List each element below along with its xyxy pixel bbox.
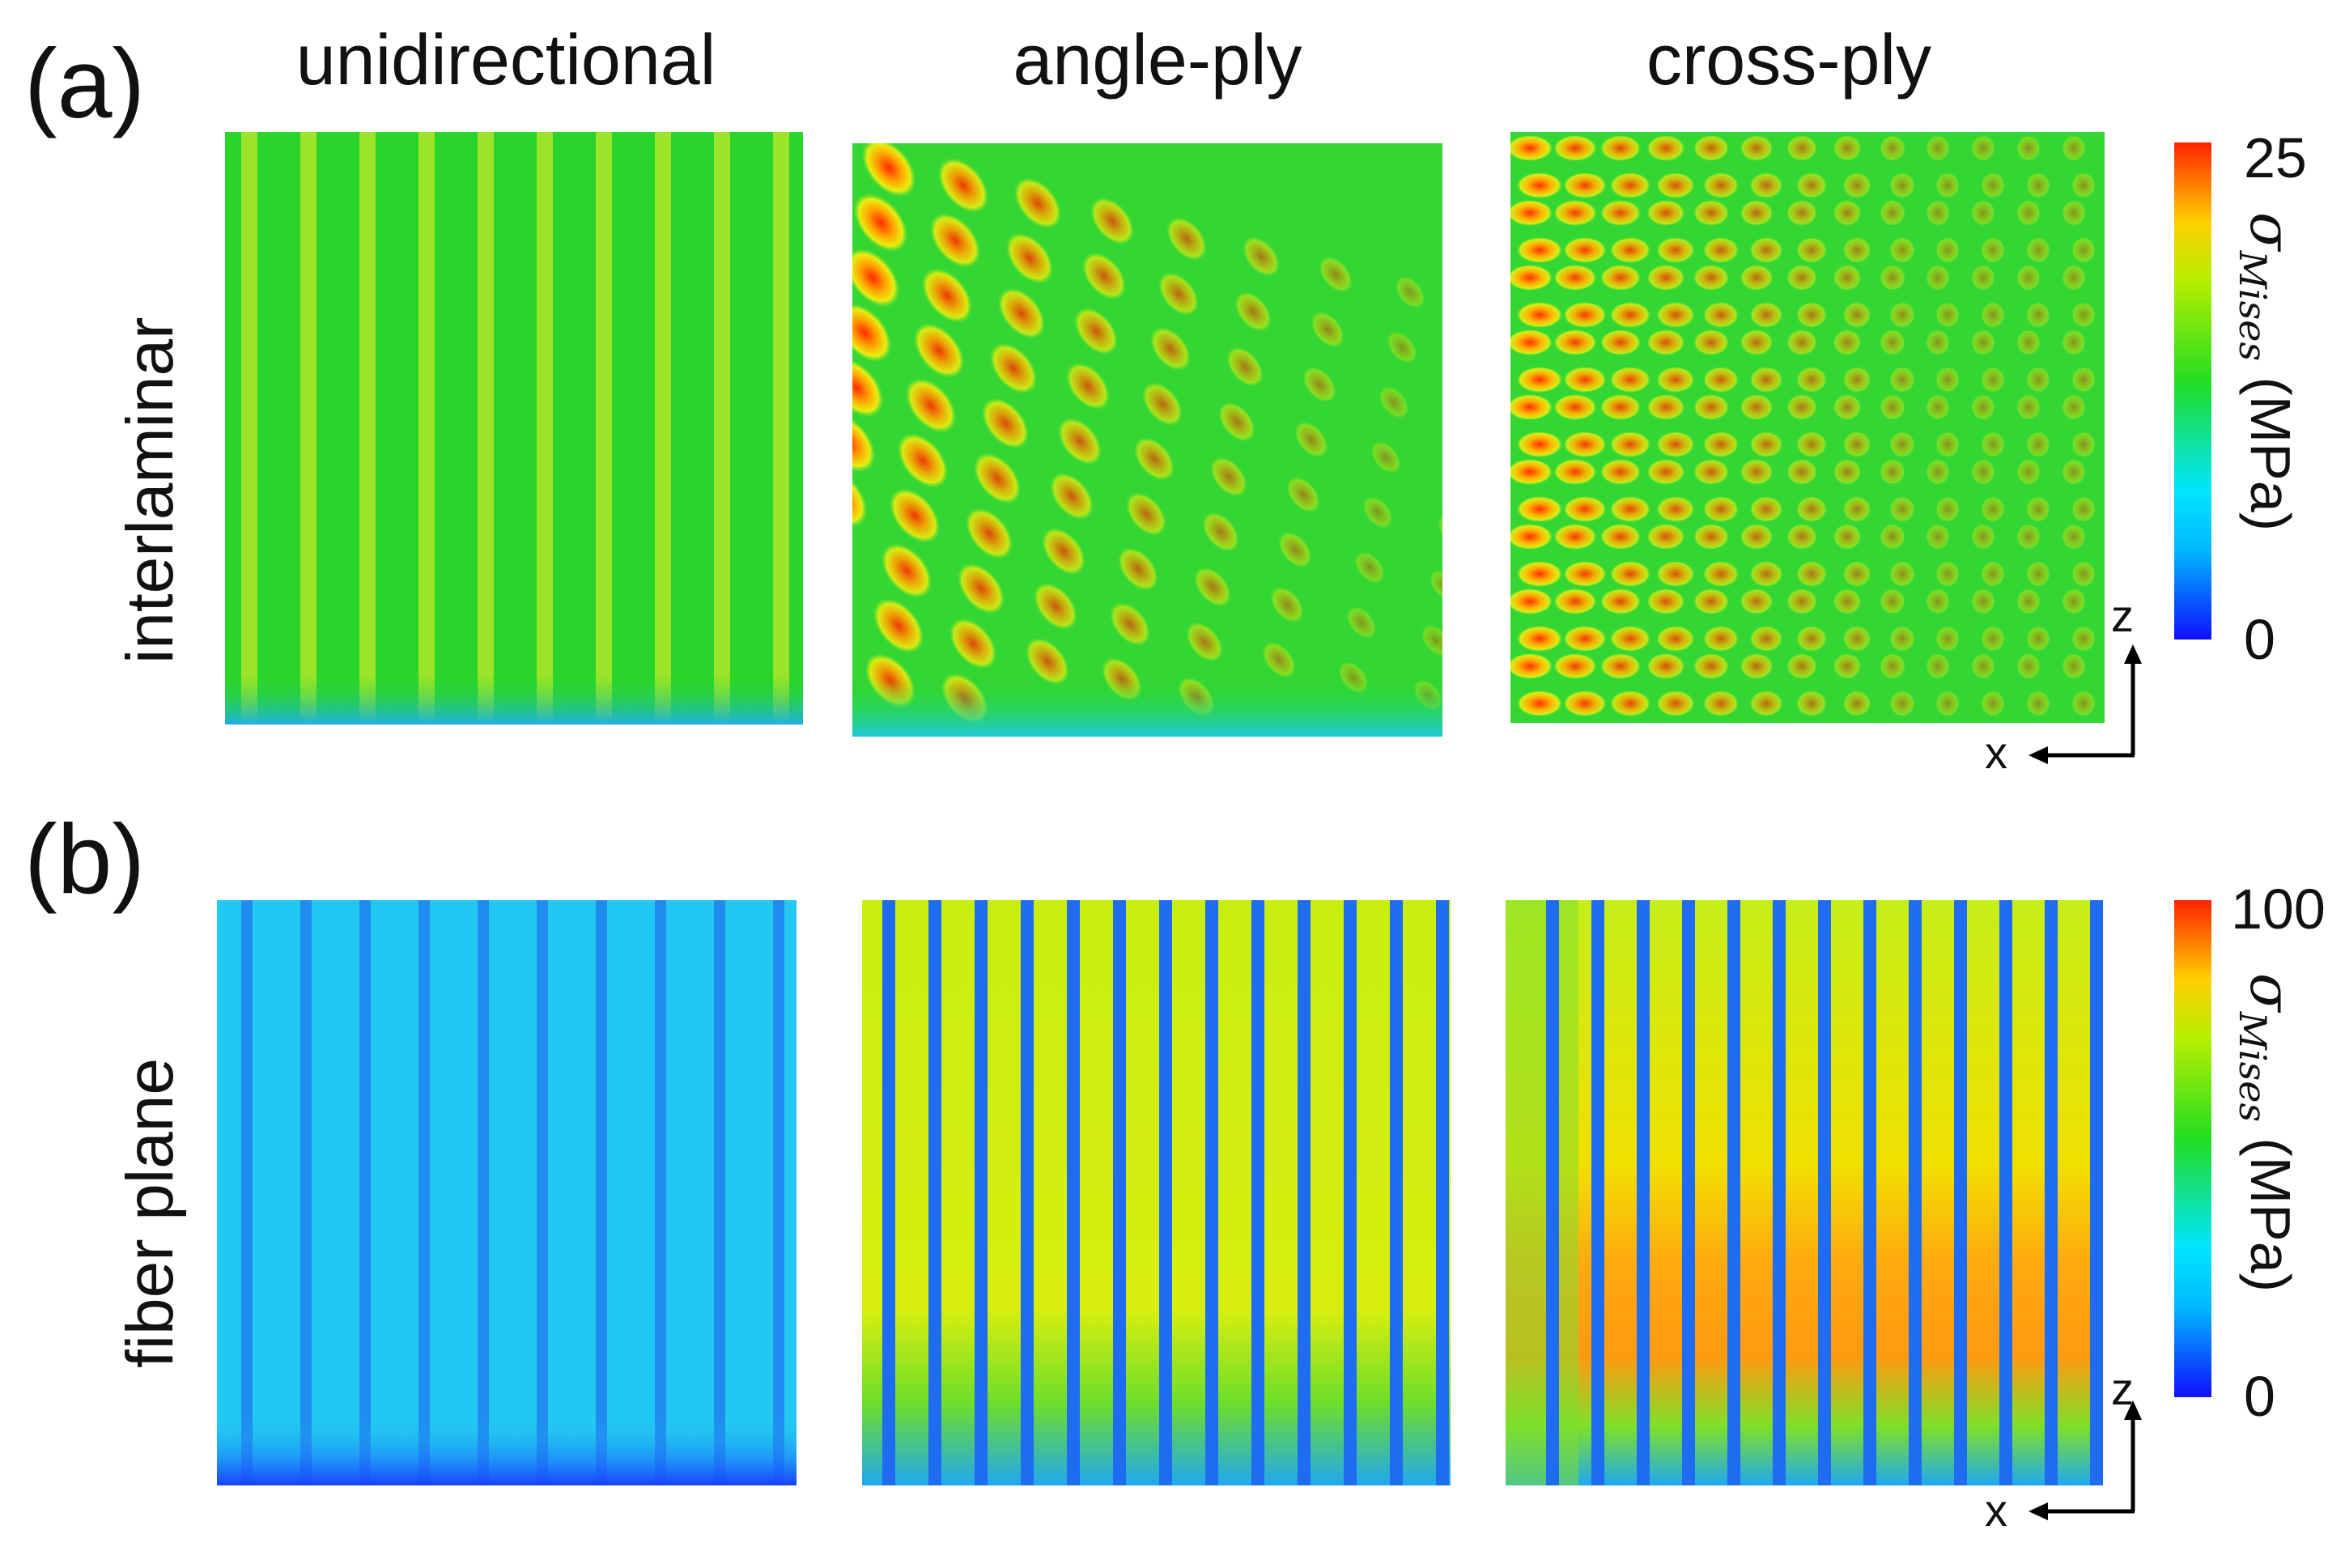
heatmap-interlaminar-angle-ply bbox=[852, 143, 1442, 737]
heatmap-interlaminar-unidirectional bbox=[225, 132, 803, 725]
heatmap-fiber-plane-unidirectional bbox=[217, 900, 797, 1485]
row-label-b: (b) bbox=[24, 804, 146, 914]
heatmap-interlaminar-cross-ply bbox=[1510, 132, 2105, 723]
side-label-interlaminar: interlaminar bbox=[113, 317, 187, 664]
colorbar-interlaminar-title: σMises (MPa) bbox=[2231, 212, 2304, 532]
axis-label-x-b: x bbox=[1985, 1485, 2007, 1536]
colorbar-fiber-plane-max: 100 bbox=[2231, 877, 2326, 941]
axis-label-z: z bbox=[2111, 590, 2134, 641]
heatmap-fiber-plane-angle-ply bbox=[862, 900, 1451, 1485]
colorbar-interlaminar-min: 0 bbox=[2244, 608, 2275, 671]
colorbar-interlaminar-max: 25 bbox=[2244, 126, 2307, 189]
heatmap-fiber-plane-cross-ply bbox=[1506, 900, 2103, 1485]
axis-triad-a bbox=[2007, 622, 2161, 776]
colorbar-interlaminar bbox=[2174, 142, 2211, 640]
colorbar-fiber-plane bbox=[2174, 900, 2211, 1397]
side-label-fiber-plane: fiber plane bbox=[113, 1058, 187, 1368]
column-title-cross-ply: cross-ply bbox=[1646, 19, 1932, 100]
column-title-angle-ply: angle-ply bbox=[1013, 19, 1302, 100]
colorbar-fiber-plane-title: σMises (MPa) bbox=[2231, 973, 2304, 1293]
colorbar-fiber-plane-min: 0 bbox=[2244, 1365, 2275, 1428]
axis-triad-b bbox=[2007, 1378, 2161, 1532]
axis-label-z-b: z bbox=[2111, 1363, 2134, 1414]
column-title-unidirectional: unidirectional bbox=[295, 19, 716, 100]
axis-label-x: x bbox=[1985, 727, 2007, 778]
row-label-a: (a) bbox=[24, 28, 146, 138]
